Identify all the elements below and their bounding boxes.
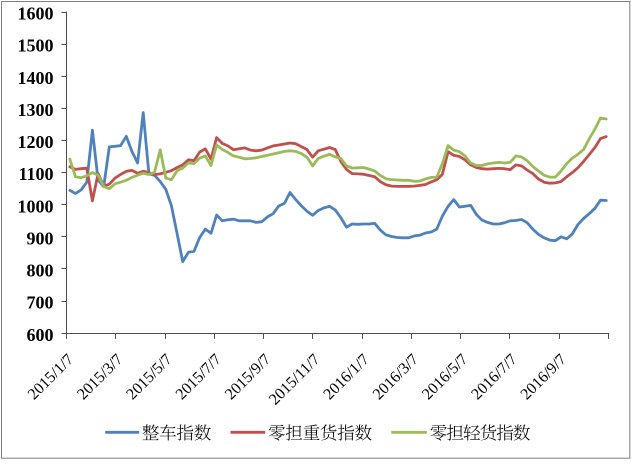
- svg-text:2015/1/7: 2015/1/7: [25, 351, 77, 403]
- svg-text:1600: 1600: [18, 4, 54, 24]
- svg-text:2015/5/7: 2015/5/7: [123, 351, 175, 403]
- svg-text:600: 600: [27, 325, 54, 345]
- svg-text:2016/1/7: 2016/1/7: [320, 351, 372, 403]
- svg-text:1100: 1100: [18, 164, 53, 184]
- svg-text:1300: 1300: [18, 100, 54, 120]
- svg-text:1200: 1200: [18, 132, 54, 152]
- svg-text:2016/9/7: 2016/9/7: [518, 351, 570, 403]
- svg-text:1000: 1000: [18, 196, 54, 216]
- svg-text:800: 800: [27, 261, 54, 281]
- svg-text:2015/7/7: 2015/7/7: [173, 351, 225, 403]
- svg-text:900: 900: [27, 228, 54, 248]
- svg-text:2015/3/7: 2015/3/7: [74, 351, 126, 403]
- svg-text:1400: 1400: [18, 68, 54, 88]
- svg-text:2016/3/7: 2016/3/7: [370, 351, 422, 403]
- svg-text:1500: 1500: [18, 36, 54, 56]
- svg-text:700: 700: [27, 293, 54, 313]
- svg-text:2016/7/7: 2016/7/7: [468, 351, 520, 403]
- svg-text:2016/5/7: 2016/5/7: [419, 351, 471, 403]
- svg-text:2015/11/7: 2015/11/7: [266, 351, 323, 408]
